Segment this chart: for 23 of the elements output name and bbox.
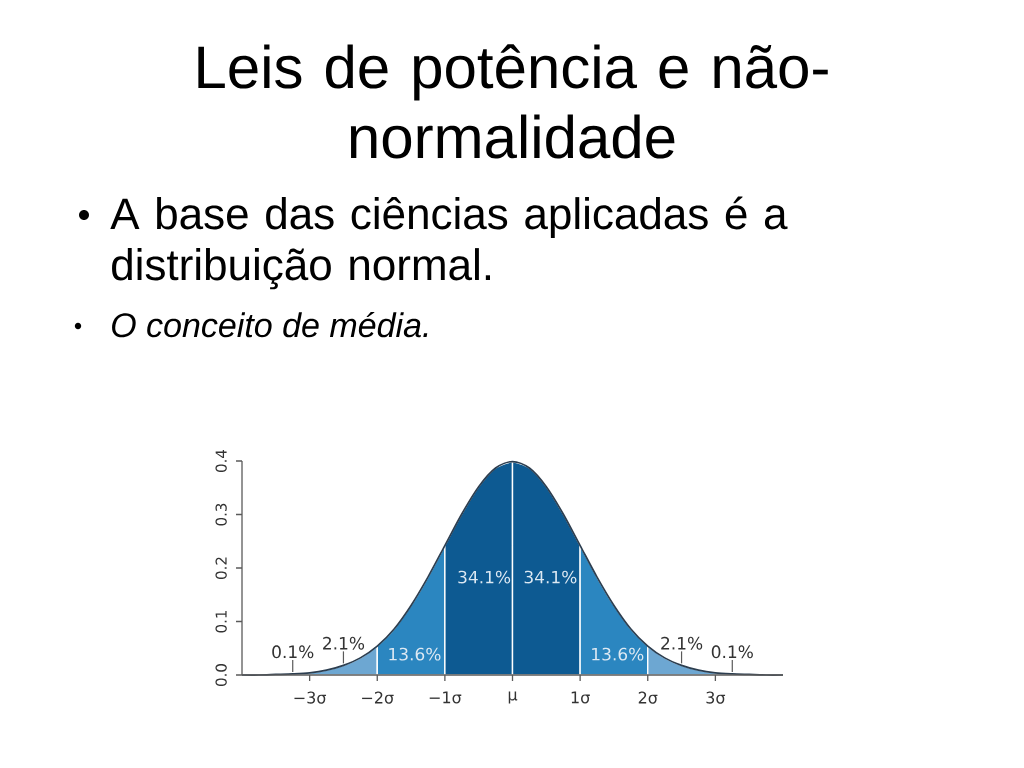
x-tick-label: 1σ <box>571 691 590 704</box>
x-tick-label: 2σ <box>638 691 658 704</box>
annotation: 2.1% <box>661 636 703 650</box>
annotation: 2.1% <box>323 636 365 650</box>
x-tick-label: −1σ <box>429 691 462 704</box>
annotation: 13.6% <box>389 647 441 661</box>
annotation: 0.1% <box>711 645 753 659</box>
text: O conceito de média. <box>112 311 428 338</box>
annotation: 13.6% <box>592 647 644 661</box>
y-tick-label: 0.2 <box>215 557 227 579</box>
annotation: 0.1% <box>272 645 314 659</box>
x-tick-label: μ <box>508 691 518 704</box>
y-tick-label: 0.1 <box>215 610 227 633</box>
y-tick-label: 0.3 <box>215 503 227 526</box>
annotation: 34.1% <box>524 570 577 584</box>
chart-subtitle: A base das ciências aplicadas é a distribuição normal. <box>110 196 788 290</box>
x-tick-label: −2σ <box>362 691 394 704</box>
chart-title: Leis de potência e não-normalidade <box>198 44 828 159</box>
x-tick-label: 3σ <box>706 691 726 704</box>
x-tick-label: −3σ <box>294 691 327 704</box>
annotation: 34.1% <box>458 570 511 584</box>
y-tick-label: 0.0 <box>215 664 227 686</box>
y-tick-label: 0.4 <box>215 449 227 472</box>
